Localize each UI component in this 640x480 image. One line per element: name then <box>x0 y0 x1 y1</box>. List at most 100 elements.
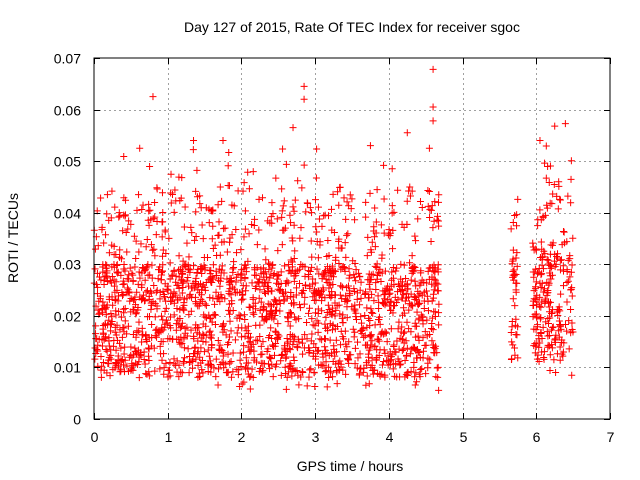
data-point <box>557 290 565 298</box>
data-point <box>256 275 264 283</box>
data-point <box>386 360 394 368</box>
data-point <box>308 315 316 323</box>
data-point <box>184 345 192 353</box>
data-point <box>166 259 174 267</box>
data-point <box>532 326 540 334</box>
data-point <box>509 246 517 254</box>
data-point <box>352 266 360 274</box>
data-point <box>319 284 327 292</box>
data-point <box>132 333 140 341</box>
data-point <box>231 336 239 344</box>
data-point <box>145 352 153 360</box>
data-point <box>292 272 300 280</box>
data-point <box>388 276 396 284</box>
data-point <box>291 247 299 255</box>
data-point <box>271 312 279 320</box>
data-point <box>108 187 116 195</box>
data-point <box>142 370 150 378</box>
data-point <box>317 361 325 369</box>
data-point <box>151 213 159 221</box>
data-point <box>206 314 214 322</box>
data-point <box>159 261 167 269</box>
data-point <box>280 297 288 305</box>
data-point <box>282 354 290 362</box>
data-point <box>179 305 187 313</box>
data-point <box>568 261 576 269</box>
data-point <box>558 336 566 344</box>
data-point <box>413 322 421 330</box>
data-point <box>277 352 285 360</box>
data-point <box>416 197 424 205</box>
data-point <box>556 356 564 364</box>
data-point <box>273 279 281 287</box>
data-point <box>533 314 541 322</box>
data-point <box>132 254 140 262</box>
data-point <box>104 321 112 329</box>
data-point <box>409 268 417 276</box>
data-point <box>296 304 304 312</box>
data-point <box>171 186 179 194</box>
data-point <box>513 222 521 230</box>
data-point <box>227 327 235 335</box>
data-point <box>146 162 154 170</box>
data-point <box>251 285 259 293</box>
data-point <box>217 269 225 277</box>
data-point <box>399 335 407 343</box>
data-point <box>172 326 180 334</box>
data-point <box>555 178 563 186</box>
data-point <box>106 372 114 380</box>
data-point <box>434 363 442 371</box>
data-point <box>429 117 437 125</box>
data-point <box>94 306 102 314</box>
data-point <box>132 310 140 318</box>
data-point <box>509 341 517 349</box>
data-point <box>366 189 374 197</box>
data-point <box>216 345 224 353</box>
data-point <box>380 229 388 237</box>
data-point <box>403 352 411 360</box>
data-point <box>214 381 222 389</box>
data-point <box>368 354 376 362</box>
data-point <box>546 250 554 258</box>
data-point <box>389 365 397 373</box>
data-point <box>323 252 331 260</box>
data-point <box>552 368 560 376</box>
data-point <box>287 310 295 318</box>
data-point <box>285 260 293 268</box>
data-point <box>102 231 110 239</box>
data-point <box>399 311 407 319</box>
data-point <box>94 341 102 349</box>
data-point <box>551 335 559 343</box>
data-point <box>266 261 274 269</box>
data-point <box>346 271 354 279</box>
data-point <box>537 271 545 279</box>
data-point <box>341 297 349 305</box>
data-point <box>245 230 253 238</box>
data-point <box>293 367 301 375</box>
data-point <box>256 332 264 340</box>
data-point <box>241 261 249 269</box>
data-point <box>167 298 175 306</box>
data-point <box>407 328 415 336</box>
data-point <box>511 302 519 310</box>
data-point <box>406 183 414 191</box>
data-point <box>262 273 270 281</box>
data-point <box>412 237 420 245</box>
data-point <box>433 364 441 372</box>
data-point <box>359 368 367 376</box>
data-point <box>318 288 326 296</box>
data-point <box>403 220 411 228</box>
data-point <box>378 361 386 369</box>
data-point <box>426 206 434 214</box>
data-point <box>389 309 397 317</box>
data-point <box>141 360 149 368</box>
data-point <box>238 270 246 278</box>
data-point <box>279 145 287 153</box>
data-point <box>545 332 553 340</box>
data-point <box>550 181 558 189</box>
data-point <box>170 355 178 363</box>
x-tick-label: 0 <box>91 429 99 445</box>
data-point <box>196 192 204 200</box>
data-point <box>237 276 245 284</box>
data-point <box>418 291 426 299</box>
